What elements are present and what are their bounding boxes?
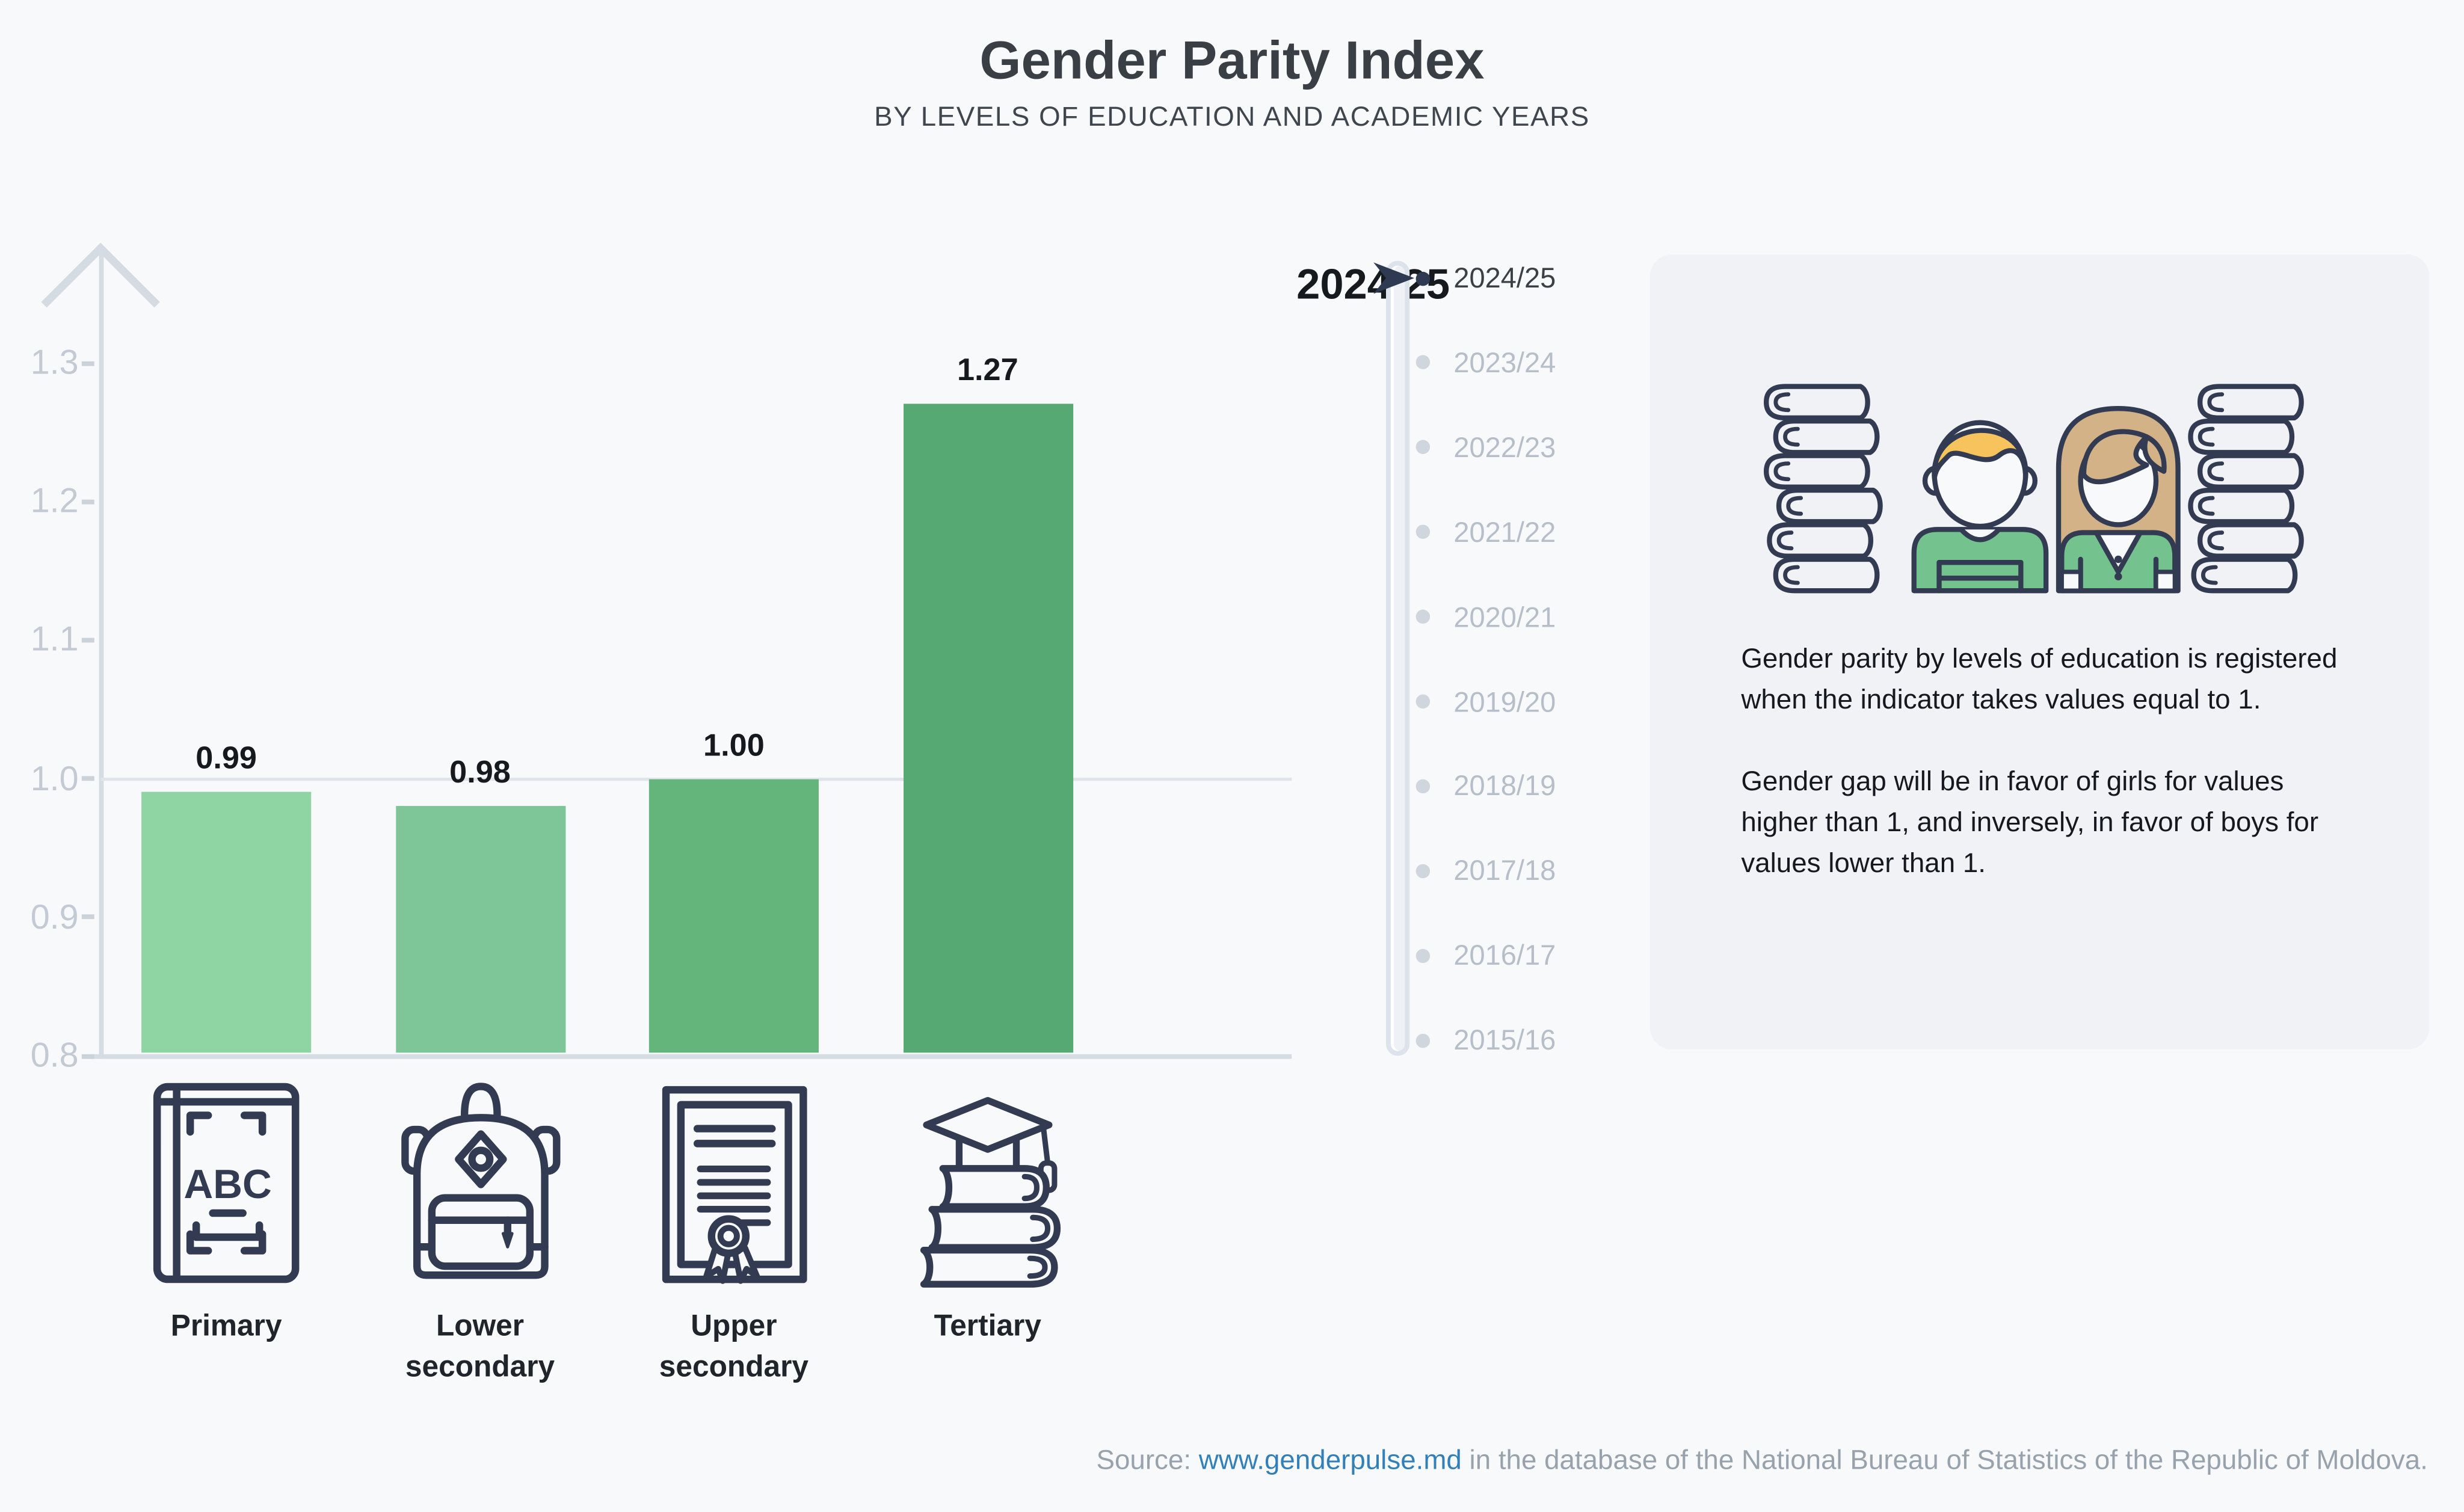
slider-year-dot[interactable] — [1415, 864, 1431, 878]
slider-track[interactable] — [1386, 260, 1410, 1056]
students-and-books-illustration — [1763, 384, 2304, 594]
bar-value-label: 0.98 — [449, 756, 511, 791]
abc-book-icon: ABC — [153, 1083, 300, 1283]
y-tick-label: 1.2 — [30, 481, 79, 521]
slider-year-2021-22[interactable]: 2021/22 — [1453, 516, 1556, 548]
y-tick-label: 0.9 — [30, 897, 79, 936]
category-label: Tertiary — [934, 1310, 1041, 1344]
bar-upper-secondary[interactable] — [648, 778, 819, 1054]
slider-year-dot[interactable] — [1415, 524, 1431, 539]
slider-year-dot[interactable] — [1415, 271, 1431, 286]
slider-year-dot[interactable] — [1415, 948, 1431, 963]
category-primary: ABC Primary — [108, 1075, 344, 1348]
y-tick-label: 1.1 — [30, 619, 79, 659]
panel-paragraph-2: Gender gap will be in favor of girls for… — [1741, 765, 2319, 879]
source-link[interactable]: www.genderpulse.md — [1198, 1443, 1462, 1475]
x-axis-line — [91, 1053, 1292, 1059]
slider-year-dot[interactable] — [1415, 1033, 1431, 1048]
category-tertiary: Tertiary — [870, 1075, 1106, 1348]
bar-lower-secondary[interactable] — [395, 806, 565, 1054]
slider-year-2024-25[interactable]: 2024/25 — [1453, 262, 1556, 294]
page-title: Gender Parity Index — [979, 31, 1485, 91]
y-tick-mark — [81, 915, 94, 920]
info-panel: Gender parity by levels of education is … — [1649, 254, 2430, 1049]
category-upper-secondary: Upper secondary — [616, 1075, 852, 1389]
y-tick-mark — [81, 638, 94, 643]
y-axis-line — [98, 251, 103, 1059]
y-tick-label: 0.8 — [30, 1035, 79, 1075]
slider-year-2023-24[interactable]: 2023/24 — [1453, 347, 1556, 379]
slider-cursor-icon[interactable] — [1373, 262, 1415, 294]
slider-year-2018-19[interactable]: 2018/19 — [1453, 770, 1556, 802]
bar-primary[interactable] — [141, 792, 312, 1054]
category-label: Primary — [170, 1310, 282, 1344]
girl-figure — [2056, 406, 2181, 594]
book-stack-left — [1763, 384, 1883, 594]
book-stack-right — [2188, 384, 2304, 594]
slider-year-dot[interactable] — [1415, 779, 1431, 793]
slider-year-dot[interactable] — [1415, 355, 1431, 370]
slider-year-2017-18[interactable]: 2017/18 — [1453, 855, 1556, 887]
slider-year-2015-16[interactable]: 2015/16 — [1453, 1024, 1556, 1056]
category-label: Upper secondary — [659, 1310, 809, 1384]
boy-figure — [1911, 420, 2049, 594]
slider-year-2016-17[interactable]: 2016/17 — [1453, 939, 1556, 971]
svg-text:ABC: ABC — [184, 1162, 272, 1207]
certificate-icon — [661, 1086, 807, 1284]
slider-year-2020-21[interactable]: 2020/21 — [1453, 601, 1556, 633]
y-tick-label: 1.3 — [30, 342, 79, 382]
y-axis-arrow-icon — [41, 242, 160, 308]
bar-value-label: 1.27 — [956, 354, 1018, 389]
slider-year-dot[interactable] — [1415, 609, 1431, 624]
y-tick-mark — [81, 1053, 94, 1059]
source-suffix: in the database of the National Bureau o… — [1461, 1443, 2428, 1475]
source-prefix: Source: — [1096, 1443, 1199, 1475]
header: Gender Parity Index BY LEVELS OF EDUCATI… — [0, 0, 2464, 134]
bar-tertiary[interactable] — [902, 404, 1073, 1054]
panel-paragraph-1: Gender parity by levels of education is … — [1741, 642, 2338, 715]
slider-year-2022-23[interactable]: 2022/23 — [1453, 431, 1556, 464]
slider-year-dot[interactable] — [1415, 440, 1431, 455]
backpack-icon — [400, 1083, 560, 1279]
slider-year-2019-20[interactable]: 2019/20 — [1453, 686, 1556, 718]
category-lower-secondary: Lower secondary — [362, 1075, 598, 1389]
y-tick-mark — [81, 776, 94, 781]
y-tick-mark — [81, 499, 94, 504]
y-tick-label: 1.0 — [30, 758, 79, 797]
y-tick-mark — [81, 360, 94, 366]
bar-value-label: 1.00 — [703, 728, 765, 763]
category-label: Lower secondary — [405, 1310, 555, 1384]
page-subtitle: BY LEVELS OF EDUCATION AND ACADEMIC YEAR… — [874, 100, 1590, 132]
slider-year-dot[interactable] — [1415, 694, 1431, 709]
source-line: Source: www.genderpulse.md in the databa… — [1096, 1444, 2427, 1477]
graduation-books-icon — [919, 1096, 1060, 1288]
bar-value-label: 0.99 — [196, 742, 257, 777]
